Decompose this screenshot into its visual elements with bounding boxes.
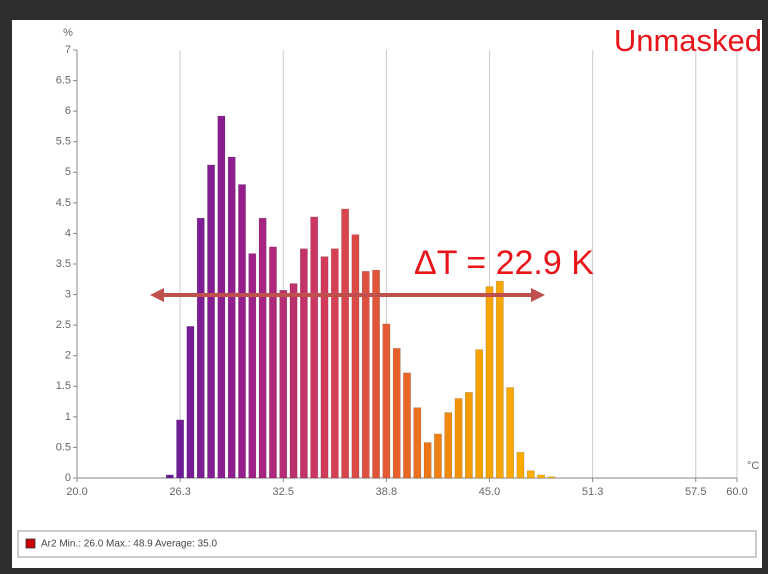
- x-unit: °C: [747, 460, 759, 472]
- y-tick-label: 6: [65, 105, 71, 117]
- bar: [495, 280, 504, 479]
- y-tick-label: 4.5: [56, 197, 71, 209]
- y-tick-label: 2.5: [56, 319, 71, 331]
- x-tick-label: 38.8: [376, 486, 397, 498]
- bar: [475, 349, 484, 479]
- bar: [465, 392, 473, 479]
- bar: [207, 164, 215, 479]
- x-tick-label: 60.0: [726, 486, 747, 498]
- arrow-head: [150, 288, 164, 302]
- bar: [547, 476, 556, 479]
- y-tick-label: 3: [65, 288, 71, 300]
- y-tick-label: 3.5: [56, 258, 71, 270]
- bar: [382, 323, 391, 479]
- bar: [330, 248, 339, 479]
- x-tick-label: 45.0: [479, 486, 500, 498]
- bar: [423, 442, 432, 479]
- bar: [227, 156, 236, 479]
- bar: [269, 246, 277, 479]
- bar: [248, 253, 257, 479]
- plot: 0 0.5 1 1.5 2 2.5 3 3.5 4 4.5 5 5.5 6 6.5 7 20.0 26.3 32.…: [56, 44, 748, 498]
- bar: [300, 248, 308, 479]
- bar: [351, 234, 360, 479]
- bar: [485, 286, 494, 479]
- x-tick-label: 20.0: [66, 486, 87, 498]
- bar: [176, 419, 184, 479]
- bar: [413, 407, 422, 479]
- y-tick-label: 5: [65, 166, 71, 178]
- bar: [196, 217, 205, 479]
- bar: [238, 184, 246, 479]
- legend-box: [17, 530, 757, 558]
- y-tick-label: 7: [65, 44, 71, 56]
- y-tick-label: 5.5: [56, 136, 71, 148]
- annotation: Unmasked: [614, 23, 762, 58]
- bar: [341, 208, 349, 479]
- bar: [372, 269, 380, 479]
- y-tick-label: 0.5: [56, 441, 71, 453]
- bar: [320, 256, 329, 479]
- y-unit: %: [63, 27, 73, 39]
- bar: [506, 387, 514, 479]
- legend-swatch: [25, 538, 36, 549]
- range-arrow: [150, 288, 545, 302]
- x-tick-label: 26.3: [169, 486, 190, 498]
- y-tick-label: 0: [65, 472, 71, 484]
- bar: [217, 115, 226, 479]
- bar: [392, 348, 401, 479]
- x-tick-label: 51.3: [582, 486, 603, 498]
- bar: [186, 326, 195, 479]
- bar: [258, 217, 267, 479]
- bar: [526, 470, 535, 479]
- bar: [165, 474, 174, 479]
- bar: [361, 271, 370, 479]
- y-tick-label: 4: [65, 227, 71, 239]
- bar: [403, 372, 411, 479]
- y-tick-label: 2: [65, 350, 71, 362]
- bar: [444, 412, 453, 479]
- arrow-head: [531, 288, 545, 302]
- y-tick-label: 1.5: [56, 380, 71, 392]
- bar: [289, 283, 298, 479]
- legend-label: Ar2 Min.: 26.0 Max.: 48.9 Average: 35.0: [41, 539, 217, 550]
- y-tick-label: 1: [65, 411, 71, 423]
- bar: [516, 452, 525, 479]
- bar: [279, 290, 288, 479]
- bar: [310, 216, 319, 479]
- bar: [537, 474, 545, 479]
- x-tick-label: 32.5: [273, 486, 294, 498]
- bar: [434, 433, 442, 479]
- bar: [454, 398, 463, 479]
- annotation: ΔT = 22.9 K: [414, 244, 594, 282]
- x-tick-label: 57.5: [685, 486, 706, 498]
- y-tick-label: 6.5: [56, 74, 71, 86]
